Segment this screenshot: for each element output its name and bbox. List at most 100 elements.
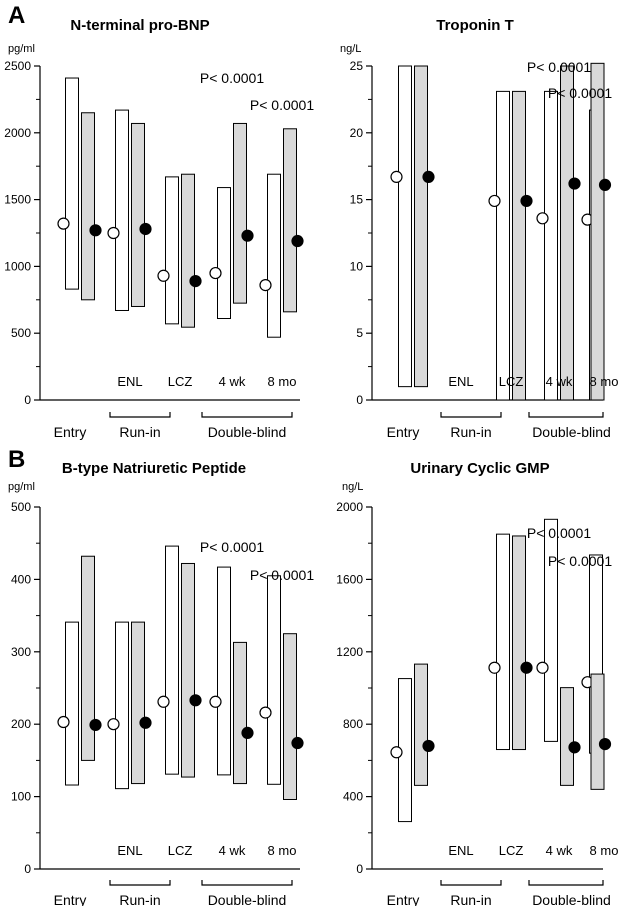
bar-lcz-filled — [181, 173, 195, 328]
median-marker-8-mo-open — [259, 279, 272, 292]
x-category-label-8-mo: 8 mo — [590, 843, 619, 858]
y-tick-label: 400 — [343, 790, 363, 804]
y-tick-label: 100 — [11, 790, 31, 804]
median-marker-lcz-filled — [189, 274, 202, 288]
bar-lcz-open — [165, 176, 179, 325]
chart-title: B-type Natriuretic Peptide — [62, 460, 246, 477]
bar-enl-filled — [131, 621, 145, 785]
bar-entry-open — [65, 77, 79, 290]
y-tick-label: 1200 — [336, 645, 363, 659]
bar-lcz-filled — [181, 562, 195, 778]
bar-8-mo-filled — [590, 62, 605, 401]
y-tick-label: 1000 — [4, 259, 31, 273]
group-label-entry: Entry — [54, 424, 87, 440]
median-marker-8-mo-filled — [291, 234, 304, 248]
panel-letter-b: B — [8, 446, 25, 473]
median-marker-entry-filled — [422, 170, 435, 183]
bar-4-wk-filled — [560, 65, 574, 401]
median-marker-enl-filled — [139, 222, 152, 236]
group-label-entry: Entry — [54, 892, 87, 906]
x-category-label-enl: ENL — [117, 843, 142, 858]
y-unit-label: pg/ml — [8, 481, 35, 493]
x-category-label-8-mo: 8 mo — [268, 374, 297, 389]
median-marker-8-mo-filled — [598, 178, 612, 192]
chart-title: Urinary Cyclic GMP — [410, 460, 549, 477]
median-marker-4-wk-open — [209, 695, 222, 708]
median-marker-4-wk-open — [536, 212, 549, 225]
bracket-double-blind — [528, 880, 604, 886]
y-tick-label: 1600 — [336, 572, 363, 586]
y-tick-label: 0 — [356, 393, 363, 407]
y-tick-label: 0 — [356, 862, 363, 876]
y-tick-label: 1500 — [4, 193, 31, 207]
bracket-run-in — [440, 880, 502, 886]
chart-nt-pro-bnp: N-terminal pro-BNP pg/ml 0 500 1000 1500 200… — [4, 17, 314, 440]
y-tick-label: 10 — [350, 259, 364, 273]
bracket-double-blind — [528, 412, 604, 418]
group-label-double-blind: Double-blind — [532, 892, 611, 906]
median-marker-lcz-filled — [520, 194, 533, 208]
x-category-label-lcz: LCZ — [499, 374, 524, 389]
x-category-label-4-wk: 4 wk — [546, 374, 573, 389]
group-label-double-blind: Double-blind — [208, 892, 287, 906]
median-marker-lcz-filled — [520, 661, 533, 674]
x-category-label-lcz: LCZ — [168, 843, 193, 858]
y-tick-label: 0 — [24, 862, 31, 876]
y-tick-label: 2000 — [336, 500, 363, 514]
bar-8-mo-filled — [590, 673, 605, 790]
y-tick-label: 500 — [11, 500, 31, 514]
y-tick-label: 15 — [350, 193, 364, 207]
group-label-run-in: Run-in — [450, 892, 491, 906]
y-tick-label: 400 — [11, 572, 31, 586]
bar-entry-open — [65, 621, 79, 786]
bar-lcz-open — [165, 545, 179, 775]
median-marker-8-mo-filled — [598, 738, 612, 751]
p-value-annotation: P< 0.0001 — [527, 59, 591, 75]
bar-entry-filled — [414, 65, 428, 388]
bar-lcz-open — [496, 90, 510, 401]
group-label-run-in: Run-in — [450, 424, 491, 440]
median-marker-4-wk-open — [209, 266, 222, 280]
bar-enl-open — [115, 621, 129, 790]
median-marker-enl-open — [107, 718, 120, 731]
x-category-label-4-wk: 4 wk — [219, 843, 246, 858]
median-marker-entry-filled — [89, 718, 102, 732]
group-label-run-in: Run-in — [119, 424, 160, 440]
bar-8-mo-filled — [283, 128, 297, 313]
p-value-annotation: P< 0.0001 — [527, 525, 591, 541]
median-marker-entry-open — [57, 715, 70, 729]
bar-entry-filled — [414, 663, 428, 786]
y-tick-label: 0 — [24, 393, 31, 407]
bar-entry-filled — [81, 555, 95, 761]
median-marker-enl-filled — [139, 716, 152, 729]
y-tick-label: 2500 — [4, 59, 31, 73]
group-label-entry: Entry — [387, 892, 420, 906]
median-marker-4-wk-filled — [568, 177, 581, 190]
median-marker-lcz-open — [157, 695, 170, 708]
y-tick-label: 20 — [350, 126, 364, 140]
p-value-annotation: P< 0.0001 — [250, 97, 314, 113]
bar-lcz-filled — [512, 90, 526, 401]
bracket-run-in — [440, 412, 502, 418]
chart-b-type-natriuretic-peptide: B-type Natriuretic Peptide pg/ml 0 100 200… — [8, 460, 314, 906]
median-marker-4-wk-filled — [241, 229, 254, 242]
y-tick-label: 25 — [350, 59, 364, 73]
median-marker-entry-open — [57, 217, 70, 230]
median-marker-entry-open — [390, 746, 403, 759]
bracket-run-in — [109, 880, 171, 886]
median-marker-entry-filled — [89, 224, 102, 237]
chart-title: N-terminal pro-BNP — [70, 17, 209, 34]
x-category-label-enl: ENL — [448, 374, 473, 389]
median-marker-lcz-open — [488, 661, 501, 674]
x-category-label-4-wk: 4 wk — [219, 374, 246, 389]
bar-4-wk-open — [544, 518, 558, 742]
x-category-label-8-mo: 8 mo — [590, 374, 619, 389]
p-value-annotation: P< 0.0001 — [548, 553, 612, 569]
panel-letter-a: A — [8, 2, 25, 29]
x-category-label-enl: ENL — [448, 843, 473, 858]
bar-entry-filled — [81, 112, 95, 301]
group-label-double-blind: Double-blind — [532, 424, 611, 440]
group-label-entry: Entry — [387, 424, 420, 440]
y-tick-label: 300 — [11, 645, 31, 659]
